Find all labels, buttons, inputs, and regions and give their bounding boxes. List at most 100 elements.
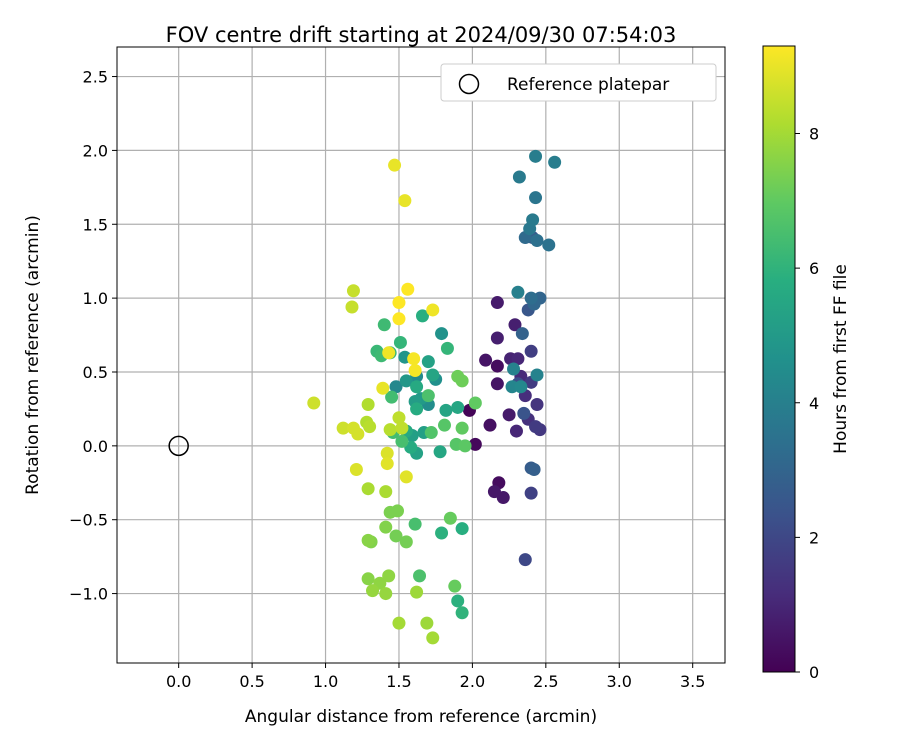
data-point xyxy=(451,594,465,608)
data-point xyxy=(380,446,394,460)
data-point xyxy=(399,535,413,549)
data-point xyxy=(527,462,541,476)
x-tick-label: 1.5 xyxy=(386,672,411,691)
colorbar-tick-label: 8 xyxy=(809,125,819,144)
data-point xyxy=(437,418,451,432)
colorbar-label: Hours from first FF file xyxy=(831,264,851,454)
data-point xyxy=(529,191,543,205)
data-point xyxy=(393,335,407,349)
data-point xyxy=(383,423,397,437)
x-tick-label: 2.5 xyxy=(533,672,558,691)
data-point xyxy=(379,587,393,601)
data-point xyxy=(426,368,440,382)
data-point xyxy=(408,517,422,531)
plot-area-frame xyxy=(116,46,726,664)
x-tick-label: 0.5 xyxy=(239,672,264,691)
y-axis-label: Rotation from reference (arcmin) xyxy=(23,215,43,495)
x-tick-label: 3.0 xyxy=(607,672,632,691)
x-tick-label: 1.0 xyxy=(313,672,338,691)
data-point xyxy=(433,445,447,459)
data-point xyxy=(511,285,525,299)
legend-box xyxy=(440,63,717,102)
y-axis-ticks: −1.0 −0.5 0.0 0.5 1.0 1.5 2.0 2.5 xyxy=(69,68,117,604)
data-point xyxy=(361,397,375,411)
data-point xyxy=(515,327,529,341)
y-tick-label: 0.5 xyxy=(83,363,108,382)
data-point xyxy=(385,390,399,404)
data-point xyxy=(529,420,543,434)
data-point xyxy=(382,569,396,583)
data-point xyxy=(395,434,409,448)
data-point xyxy=(455,606,469,620)
reference-platepar-marker xyxy=(168,435,189,457)
y-tick-label: 0.0 xyxy=(83,437,108,456)
data-point xyxy=(392,411,406,425)
data-point xyxy=(443,511,457,525)
colorbar-tick-label: 4 xyxy=(809,394,819,413)
data-point xyxy=(514,380,528,394)
colorbar-tick-label: 0 xyxy=(809,663,819,682)
x-axis-ticks: 0.0 0.5 1.0 1.5 2.0 2.5 3.0 3.5 xyxy=(166,663,705,691)
data-point xyxy=(415,309,429,323)
data-point xyxy=(389,529,403,543)
data-point xyxy=(455,421,469,435)
data-point xyxy=(421,389,435,403)
data-point xyxy=(426,303,440,317)
data-point xyxy=(382,346,396,360)
data-point xyxy=(511,352,525,366)
data-point xyxy=(518,553,532,567)
x-tick-label: 2.0 xyxy=(460,672,485,691)
data-point xyxy=(363,420,377,434)
data-point xyxy=(458,439,472,453)
data-point xyxy=(388,158,402,172)
data-point xyxy=(439,403,453,417)
chart-title: FOV centre drift starting at 2024/09/30 … xyxy=(166,23,677,47)
data-point xyxy=(448,579,462,593)
data-point xyxy=(548,155,562,169)
data-point xyxy=(420,616,434,630)
data-points xyxy=(307,149,562,645)
grid-lines xyxy=(117,47,725,663)
data-point xyxy=(524,344,538,358)
data-point xyxy=(524,291,538,305)
data-point xyxy=(424,426,438,440)
data-point xyxy=(512,170,526,184)
data-point xyxy=(455,374,469,388)
data-point xyxy=(399,470,413,484)
data-point xyxy=(509,424,523,438)
data-point xyxy=(526,213,540,227)
x-tick-label: 0.0 xyxy=(166,672,191,691)
data-point xyxy=(490,359,504,373)
data-point xyxy=(389,380,403,394)
data-point xyxy=(530,368,544,382)
data-point xyxy=(530,397,544,411)
legend: Reference platepar xyxy=(440,63,717,102)
colorbar-gradient xyxy=(762,45,796,673)
y-tick-label: −0.5 xyxy=(69,511,108,530)
data-point xyxy=(392,616,406,630)
data-point xyxy=(395,421,409,435)
data-point xyxy=(490,296,504,310)
data-point xyxy=(345,300,359,314)
data-point xyxy=(399,374,413,388)
y-tick-label: 2.5 xyxy=(83,68,108,87)
data-point xyxy=(435,526,449,540)
x-axis-label: Angular distance from reference (arcmin) xyxy=(245,707,597,727)
data-point xyxy=(410,585,424,599)
data-point xyxy=(392,296,406,310)
data-point xyxy=(496,491,510,505)
data-point xyxy=(349,462,363,476)
data-point xyxy=(377,318,391,332)
y-tick-label: 2.0 xyxy=(83,141,108,160)
data-point xyxy=(468,437,482,451)
colorbar: 0 2 4 6 8 Hours from first FF file xyxy=(762,45,851,682)
data-point xyxy=(435,327,449,341)
colorbar-tick-label: 6 xyxy=(809,259,819,278)
data-point xyxy=(507,362,521,376)
data-point xyxy=(379,485,393,499)
data-point xyxy=(517,406,531,420)
data-point xyxy=(440,341,454,355)
y-tick-label: 1.5 xyxy=(83,215,108,234)
data-point xyxy=(361,572,375,586)
